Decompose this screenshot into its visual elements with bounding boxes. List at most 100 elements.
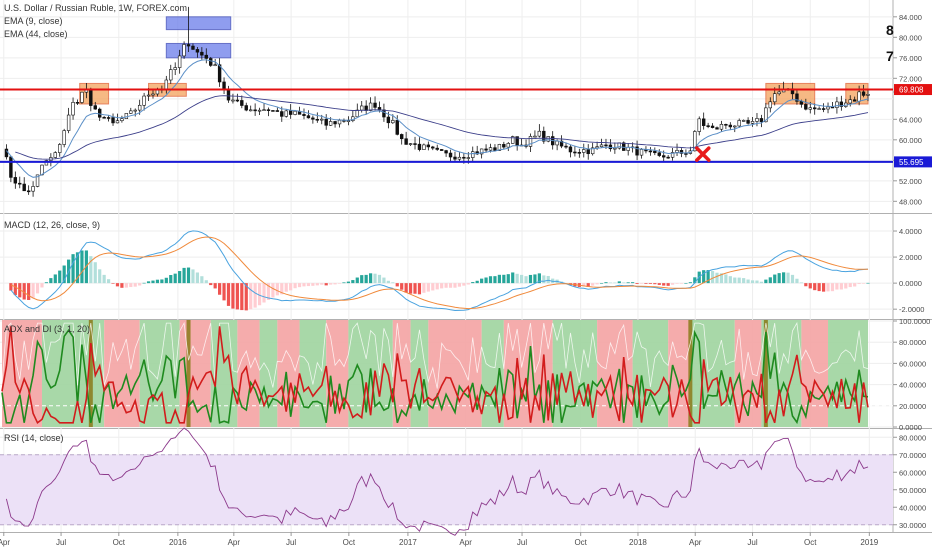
candle-body — [497, 144, 502, 151]
candle-body — [151, 93, 155, 96]
macd-bar — [62, 265, 66, 284]
candle-body — [577, 152, 582, 154]
macd-bar — [240, 283, 244, 311]
candle-body — [35, 174, 40, 187]
adx-marker-band — [763, 320, 768, 427]
candle-body — [173, 67, 177, 70]
candle-body — [182, 44, 186, 57]
rsi-y-tick-label: 30.0000 — [899, 521, 926, 530]
candle-body — [852, 99, 857, 102]
candle-body — [448, 152, 453, 158]
candle-body — [284, 110, 288, 117]
macd-bar — [191, 269, 195, 284]
adx-region — [761, 320, 802, 427]
macd-bar — [653, 283, 657, 285]
di-minus-line — [1, 326, 869, 425]
candle-body — [31, 186, 35, 192]
macd-bar — [591, 283, 595, 286]
price-y-tick-label: 60.000 — [899, 136, 922, 145]
ema-44-legend: EMA (44, close) — [4, 29, 68, 39]
candle-body — [457, 156, 462, 160]
macd-bar — [289, 283, 293, 291]
macd-bar — [408, 283, 413, 294]
candle-body — [275, 110, 280, 112]
candle-body — [382, 109, 386, 118]
macd-bar — [209, 283, 213, 286]
candle-body — [408, 143, 413, 145]
macd-bar — [488, 276, 493, 284]
macd-bar — [213, 283, 217, 289]
macd-bar — [417, 283, 422, 295]
candle-body — [866, 94, 870, 96]
macd-bar — [821, 283, 826, 292]
candle-body — [426, 144, 431, 148]
price-y-tick-label: 76.000 — [899, 54, 922, 63]
candle-body — [399, 134, 404, 140]
macd-bar — [520, 274, 524, 284]
candle-body — [755, 118, 759, 122]
candle-body — [93, 105, 97, 110]
candle-body — [639, 149, 644, 156]
candle-body — [320, 118, 324, 121]
macd-bar — [826, 283, 830, 292]
adx-region — [597, 320, 633, 427]
candle-body — [155, 89, 160, 95]
macd-bar — [195, 272, 200, 284]
x-tick-label: 2018 — [629, 538, 647, 547]
macd-bar — [799, 282, 803, 284]
macd-bar — [715, 272, 719, 284]
macd-bar — [511, 272, 515, 284]
macd-bar — [302, 283, 306, 287]
adx-y-tick-label: 40.0000 — [899, 381, 926, 390]
macd-bar — [777, 273, 781, 284]
macd-bar — [133, 283, 137, 287]
macd-bar — [58, 270, 62, 284]
candle-body — [222, 81, 226, 90]
macd-bar — [835, 283, 839, 290]
adx-region — [277, 320, 300, 427]
macd-signal-line — [10, 236, 869, 310]
macd-bar — [293, 283, 297, 289]
candle-body — [391, 120, 395, 124]
candle-body — [821, 108, 826, 110]
macd-bar — [146, 281, 151, 284]
macd-bar — [608, 282, 613, 284]
macd-bar — [808, 283, 812, 289]
candle-body — [120, 118, 124, 121]
rsi-title: RSI (14, close) — [4, 433, 64, 443]
x-tick-label: 2019 — [860, 538, 878, 547]
price-y-tick-label: 84.000 — [899, 13, 922, 22]
candle-body — [248, 109, 253, 112]
price-y-tick-label: 72.000 — [899, 74, 922, 83]
macd-bar — [790, 274, 795, 284]
rsi-y-tick-label: 60.0000 — [899, 468, 926, 477]
macd-bar — [844, 283, 848, 289]
candle-body — [564, 145, 568, 148]
macd-histogram — [9, 250, 870, 311]
macd-bar — [284, 283, 288, 292]
candle-body — [360, 105, 364, 111]
macd-bar — [129, 283, 133, 288]
macd-bar — [22, 283, 26, 300]
candle-body — [590, 147, 595, 155]
candle-body — [395, 120, 399, 135]
macd-bar — [40, 283, 44, 288]
candle-body — [328, 121, 333, 126]
candle-body — [115, 120, 120, 124]
candle-body — [404, 138, 408, 145]
cross-stroke — [695, 146, 711, 162]
candle-body — [466, 157, 471, 159]
macd-bar — [582, 283, 586, 287]
macd-bar — [404, 283, 408, 293]
candle-body — [506, 143, 510, 148]
candle-body — [830, 106, 835, 109]
macd-bar — [369, 273, 373, 284]
macd-bar — [551, 278, 555, 284]
candle-body — [13, 177, 18, 184]
macd-bar — [342, 282, 346, 284]
macd-bar — [782, 272, 786, 284]
candle-body — [528, 136, 533, 147]
macd-bar — [750, 280, 755, 284]
macd-bar — [475, 280, 479, 284]
macd-title: MACD (12, 26, close, 9) — [4, 220, 100, 230]
